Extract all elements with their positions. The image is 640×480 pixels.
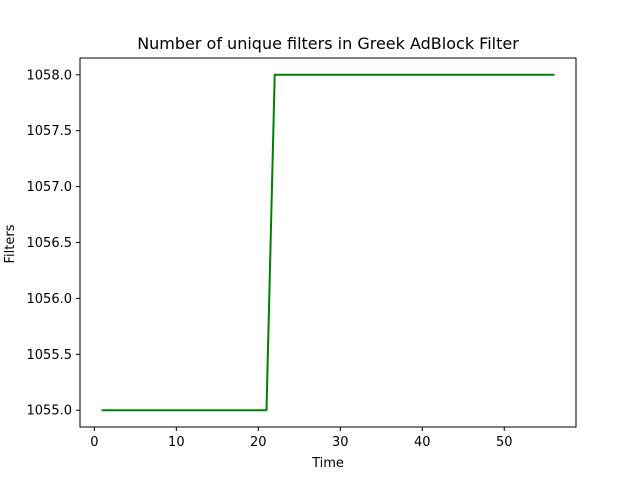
y-tick-label: 1056.0 [27,292,73,307]
x-tick-label: 20 [250,435,267,450]
x-tick-label: 50 [496,435,513,450]
y-tick-label: 1055.5 [27,348,73,363]
y-axis-label: Filters [3,224,18,263]
y-axis-ticks: 1055.0 1055.5 1056.0 1056.5 1057.0 1057.5 1058… [27,68,80,419]
y-tick-label: 1056.5 [27,236,73,251]
x-axis-ticks: 0 10 20 30 40 50 [90,427,513,450]
chart-title: Number of unique filters in Greek AdBloc… [137,34,519,53]
x-tick-label: 10 [168,435,185,450]
y-tick-label: 1057.0 [27,180,73,195]
x-tick-label: 30 [332,435,349,450]
y-tick-label: 1057.5 [27,124,73,139]
x-tick-label: 0 [90,435,98,450]
series-line-0 [101,73,555,412]
y-tick-label: 1055.0 [27,404,73,419]
y-tick-label: 1058.0 [27,68,73,83]
x-tick-label: 40 [414,435,431,450]
x-axis-label: Time [311,456,344,471]
